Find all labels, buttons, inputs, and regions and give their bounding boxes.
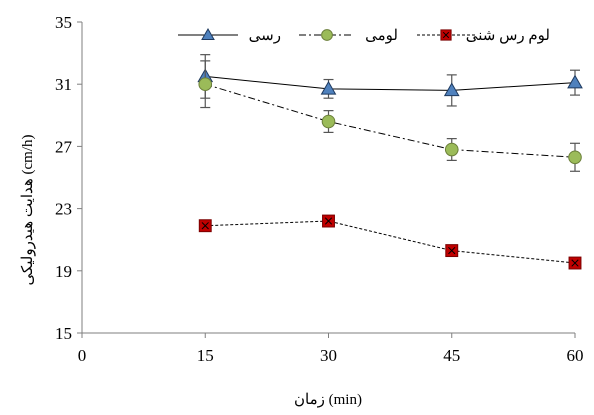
data-point xyxy=(568,150,582,165)
square-marker-cross xyxy=(201,222,209,230)
square-marker-cross xyxy=(571,259,579,267)
x-tick-label: 60 xyxy=(567,346,584,365)
x-tick-label: 45 xyxy=(443,346,460,365)
legend: رسی لومی لوم رس شنی xyxy=(178,27,550,44)
axes: 15 19 23 27 31 35 0 15 30 45 60 xyxy=(55,13,584,365)
circle-marker-shape xyxy=(198,77,213,91)
data-point xyxy=(320,80,337,95)
circle-marker-shape xyxy=(321,29,333,41)
data-point xyxy=(445,244,459,258)
legend-label: لوم رس شنی xyxy=(466,28,550,44)
x-axis-label: زمان (min) xyxy=(294,392,362,408)
data-point xyxy=(322,214,335,228)
x-tick-label: 0 xyxy=(78,346,87,365)
circle-marker-shape xyxy=(568,150,582,165)
triangle-marker-shape xyxy=(443,82,460,97)
series-2 xyxy=(198,60,582,172)
y-tick-label: 23 xyxy=(55,200,72,219)
data-point xyxy=(567,74,583,89)
data-point xyxy=(321,114,336,129)
y-tick-label: 27 xyxy=(55,137,73,156)
series-line xyxy=(205,220,576,264)
x-tick-label: 15 xyxy=(197,346,214,365)
square-marker-cross xyxy=(442,31,450,39)
series-line xyxy=(205,75,576,91)
series-1 xyxy=(197,54,583,107)
y-tick-label: 31 xyxy=(55,75,72,94)
circle-marker-shape xyxy=(321,114,336,129)
data-point xyxy=(444,142,459,157)
circle-marker-shape xyxy=(444,142,459,157)
y-tick-label: 19 xyxy=(55,262,72,281)
legend-label: لومی xyxy=(365,28,398,44)
data-point xyxy=(443,82,460,97)
legend-item-2: لومی xyxy=(299,28,398,44)
triangle-marker-shape xyxy=(567,74,583,89)
legend-label: رسی xyxy=(249,28,281,44)
series-3 xyxy=(198,214,582,270)
triangle-marker-shape xyxy=(320,80,337,95)
legend-item-1: رسی xyxy=(178,27,281,44)
y-tick-label: 15 xyxy=(55,324,72,343)
legend-marker xyxy=(440,29,452,41)
legend-item-3: لوم رس شنی xyxy=(417,28,550,44)
y-axis-label: هدایت هیدرولیکی (cm/h) xyxy=(20,134,36,285)
square-marker-cross xyxy=(324,217,333,225)
data-point xyxy=(198,77,213,91)
legend-marker xyxy=(321,29,333,41)
data-point xyxy=(568,256,582,270)
square-marker-cross xyxy=(448,246,456,255)
series-line xyxy=(205,83,576,158)
legend-marker xyxy=(201,27,215,40)
triangle-marker-shape xyxy=(201,27,215,40)
x-tick-label: 30 xyxy=(320,346,337,365)
data-point xyxy=(198,219,212,233)
y-tick-label: 35 xyxy=(55,13,72,32)
series-layer xyxy=(197,54,583,270)
